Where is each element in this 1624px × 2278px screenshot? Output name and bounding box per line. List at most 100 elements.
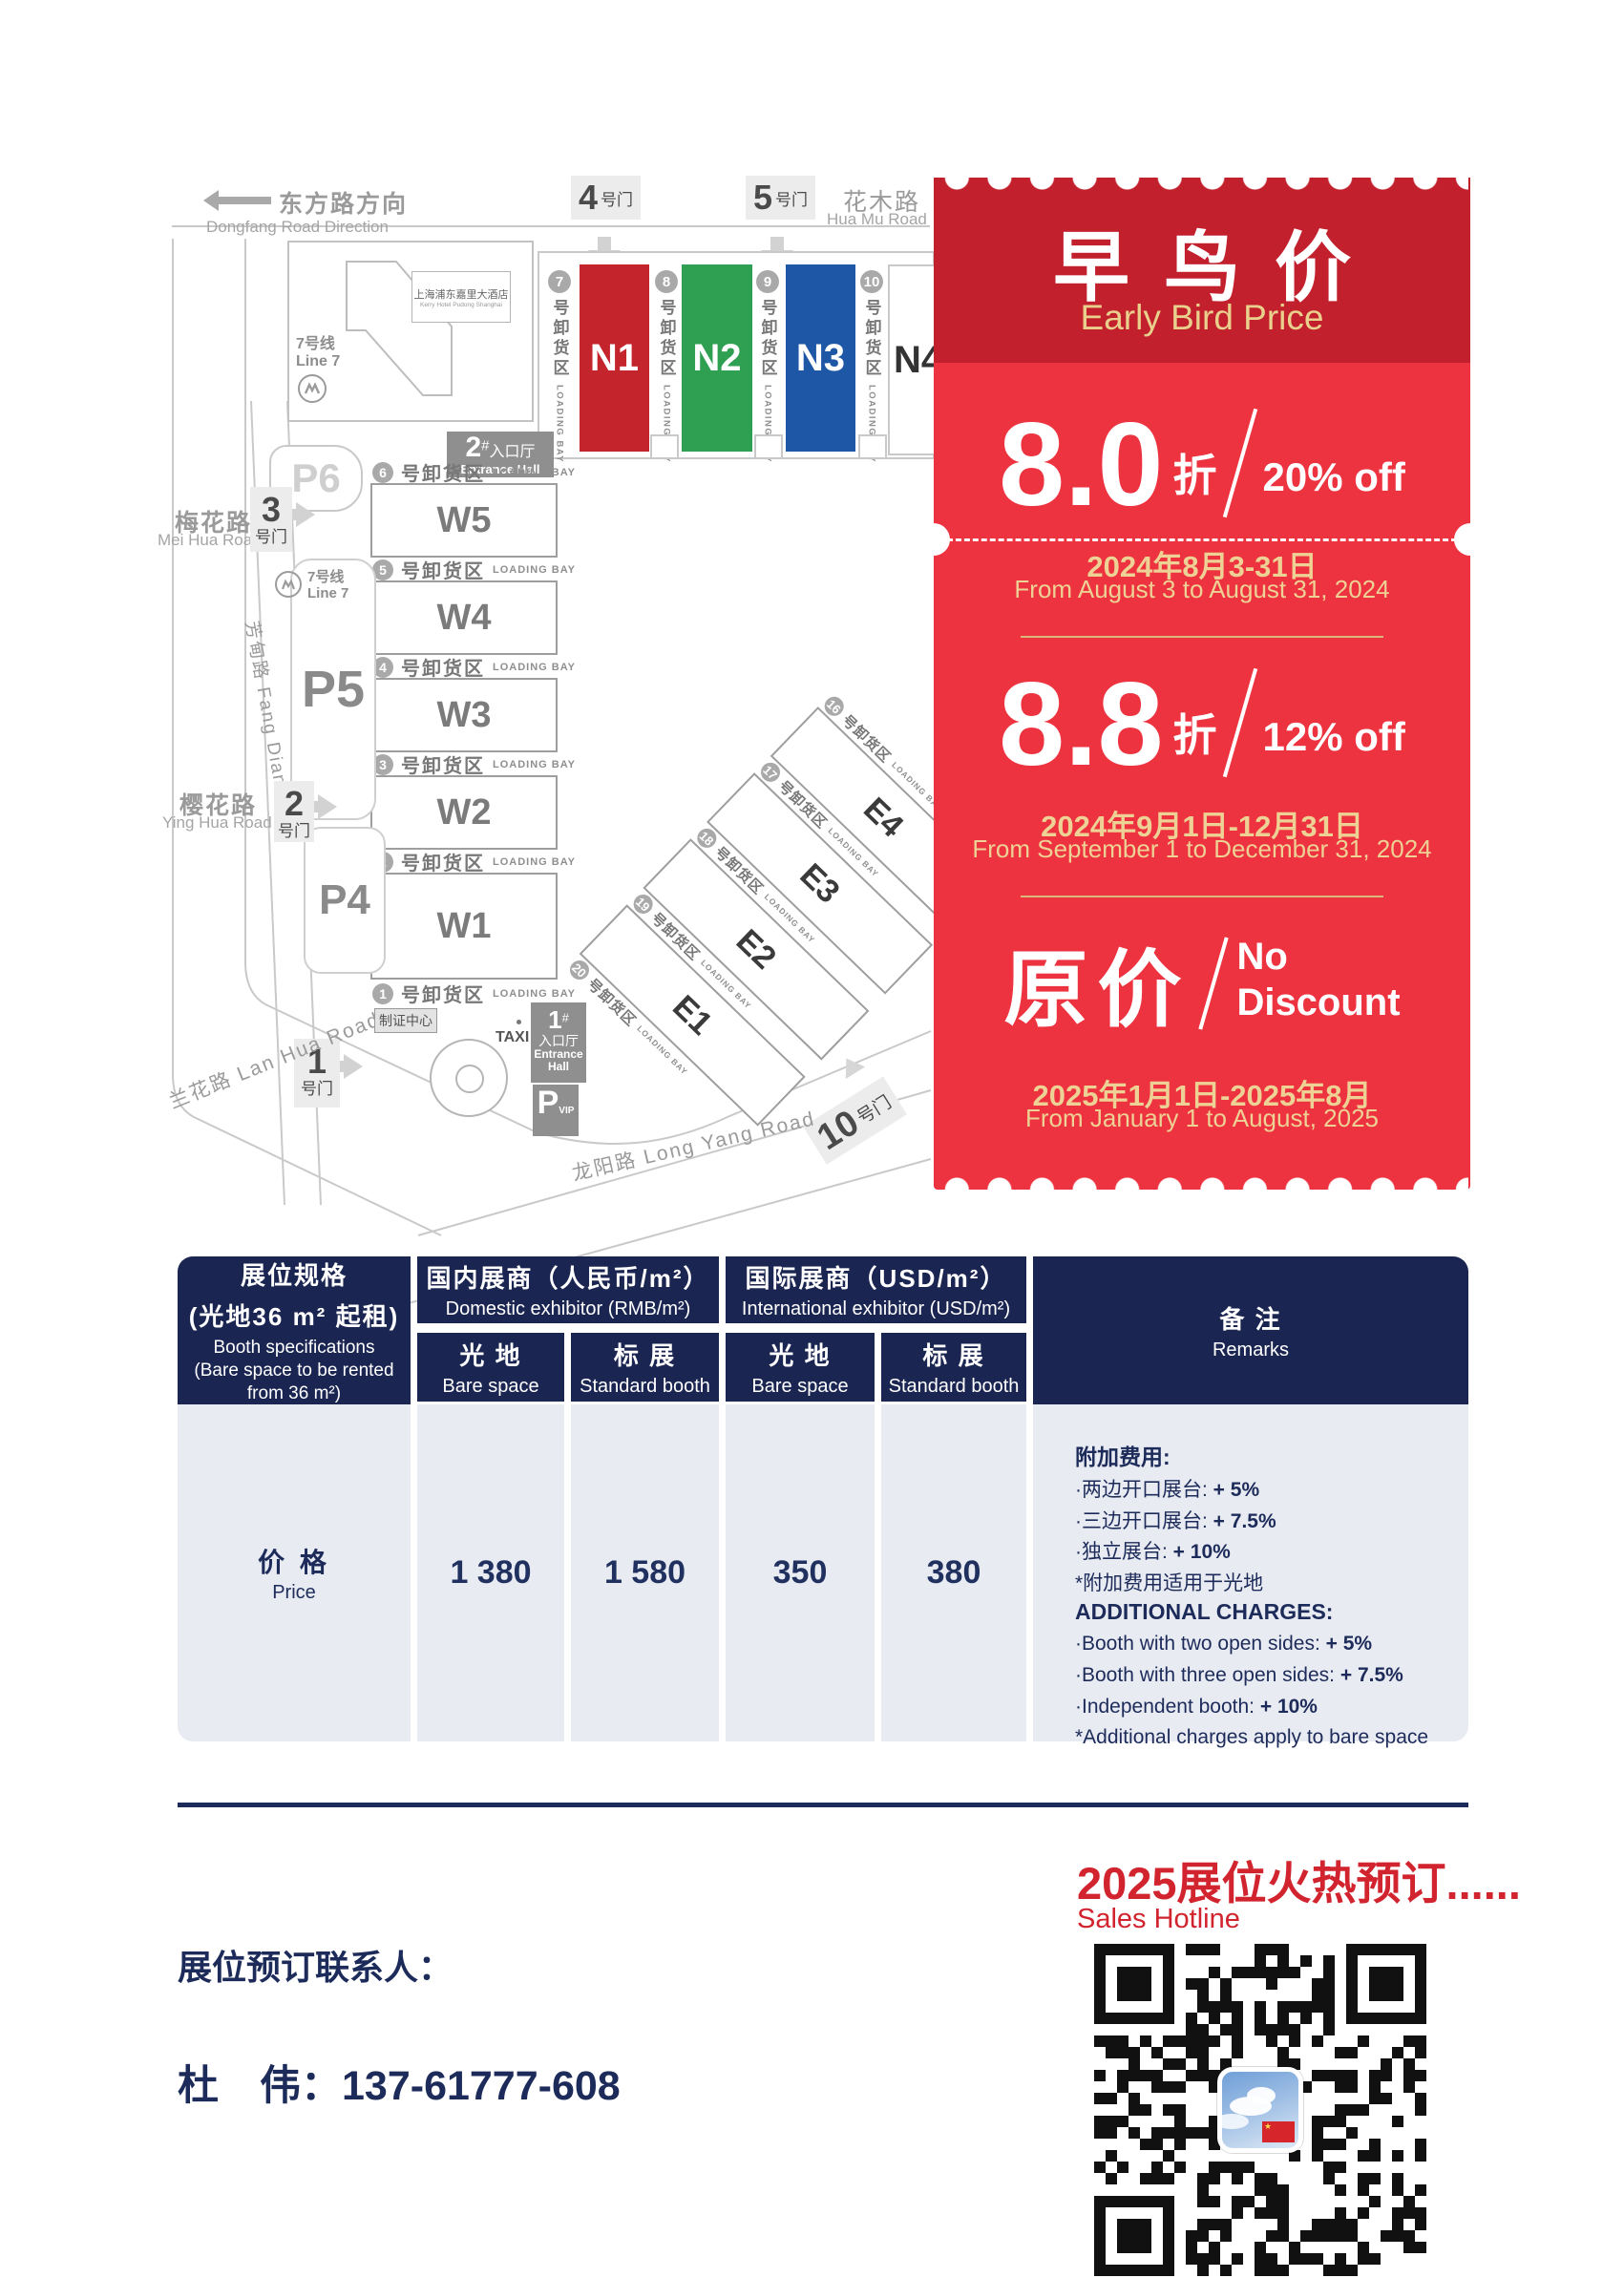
loading-bay-9: 9 号卸货区 LOADING BAY (755, 270, 780, 463)
loading-bay-8: 8 号卸货区 LOADING BAY (654, 270, 679, 463)
domestic-group-header: 国内展商（人民币/m²） Domestic exhibitor (RMB/m²) (417, 1256, 719, 1323)
parking-p4: P4 (304, 827, 386, 974)
loading-bay-2: 2 号卸货区 LOADING BAY (372, 848, 576, 875)
remarks-cn-list: ·两边开口展台: + 5% ·三边开口展台: + 7.5% ·独立展台: + 10%… (1075, 1479, 1276, 1594)
hall-w5: W5 (370, 483, 558, 558)
remarks-header: 备 注 Remarks (1033, 1256, 1468, 1405)
wechat-qr-code: ★ (1094, 1944, 1426, 2276)
loading-bay-5: 5 号卸货区 LOADING BAY (372, 556, 576, 583)
slash-icon (1198, 937, 1230, 1030)
tier-2-date-cn: 2024年9月1日-12月31日 (1041, 810, 1363, 843)
metro-line7-text: 7号线 Line 7 (307, 569, 349, 602)
ticket-scallops-bottom (936, 1175, 1468, 1204)
slash-icon (1222, 667, 1257, 778)
hotline-title: 2025展位火热预订...... (1077, 1858, 1521, 1909)
hall-w3: W3 (370, 678, 558, 752)
hall-connector (754, 434, 783, 459)
loading-bay-3: 3 号卸货区 LOADING BAY (372, 750, 576, 778)
price-row-label: 价 格 Price (178, 1404, 411, 1742)
hall-n1: N1 (580, 264, 649, 452)
ticket-header (934, 178, 1470, 363)
tier-3-rate: 原价 No Discount (1003, 936, 1401, 1037)
tier-1-date-en: From August 3 to August 31, 2024 (1014, 575, 1390, 603)
huamu-road-en: Hua Mu Road (827, 210, 927, 228)
remarks-en-list: ·Booth with two open sides: + 5% ·Booth w… (1075, 1633, 1429, 1749)
price-domestic-standard: 1 580 (571, 1404, 719, 1742)
international-bare-header: 光 地 Bare space (726, 1333, 875, 1403)
cert-center-badge: 制证中心 (374, 1008, 437, 1033)
entrance-hall-2-badge: 2#入口厅 Entrance Hall (447, 432, 554, 477)
hotel-block (287, 241, 534, 422)
price-domestic-bare: 1 380 (417, 1404, 564, 1742)
parking-p5: P5 (290, 559, 376, 820)
gate-4: 4 号门 (571, 176, 642, 220)
international-standard-header: 标 展 Standard booth (881, 1333, 1026, 1403)
header-gap (417, 1326, 1026, 1331)
ticket-scallops-top (936, 163, 1468, 192)
price-table: 展位规格 (光地36 m² 起租) Booth specifications (… (178, 1256, 1468, 1748)
metro-logo-icon (298, 374, 327, 403)
remarks-cell: 附加费用: ·两边开口展台: + 5% ·三边开口展台: + 7.5% ·独立展台:… (1033, 1404, 1468, 1748)
contact-label: 展位预订联系人： (178, 1948, 453, 1987)
gate-2-arrow-icon (314, 794, 349, 819)
hotline-subtitle: Sales Hotline (1077, 1904, 1240, 1934)
gate-1-arrow-icon (340, 1054, 375, 1079)
hall-w2: W2 (370, 775, 558, 850)
international-group-header: 国际展商（USD/m²） International exhibitor (US… (726, 1256, 1026, 1323)
contact-phone: 杜 伟：137-61777-608 (178, 2063, 621, 2109)
domestic-standard-header: 标 展 Standard booth (571, 1333, 719, 1403)
dongfang-road-cn: 东方路方向 (279, 191, 409, 218)
meihua-road-en: Mei Hua Road (158, 531, 262, 549)
hotel-label: 上海浦东嘉里大酒店 Kerry Hotel Pudong Shanghai (411, 271, 511, 323)
tier-2-date-en: From September 1 to December 31, 2024 (972, 834, 1432, 863)
loading-bay-4: 4 号卸货区 LOADING BAY (372, 653, 576, 681)
tier-separator (1021, 896, 1383, 897)
domestic-bare-header: 光 地 Bare space (417, 1333, 564, 1403)
taxi-label: TAXI (496, 1020, 530, 1045)
loading-bay-10: 10 号卸货区 LOADING BAY (859, 270, 884, 463)
metro-line7-text: 7号线 Line 7 (296, 336, 341, 370)
loading-bay-1: 1 号卸货区 LOADING BAY (372, 980, 576, 1007)
tier-1-rate: 8.0 折 20% off (999, 399, 1405, 532)
early-bird-ticket: 早鸟价 Early Bird Price 8.0 折 20% off 2024年… (917, 163, 1487, 1204)
loading-bay-7: 7 号卸货区 LOADING BAY (547, 270, 572, 463)
gate-2: 2 号门 (274, 781, 314, 842)
qr-center-icon: ★ (1217, 2067, 1303, 2153)
yinghua-road-cn: 樱花路 (179, 792, 258, 819)
ticket-notch-right (1454, 523, 1487, 556)
hall-n2: N2 (682, 264, 752, 452)
vip-parking-badge: PVIP (533, 1085, 579, 1136)
price-international-bare: 350 (726, 1404, 875, 1742)
gate-1: 1 号门 (294, 1039, 340, 1107)
dongfang-road-en: Dongfang Road Direction (206, 218, 389, 236)
hall-connector (858, 434, 887, 459)
gate-5: 5 号门 (746, 176, 816, 220)
hotel-shape (346, 261, 453, 396)
west-arrow-icon (203, 190, 271, 211)
hall-n3: N3 (786, 264, 855, 452)
metro-logo-icon (275, 571, 302, 598)
gate-3-arrow-icon (292, 502, 327, 527)
hall-connector (650, 434, 679, 459)
ticket-tear-line (947, 538, 1457, 541)
tier-3-date-cn: 2025年1月1日-2025年8月 (1032, 1079, 1372, 1112)
footer-divider (178, 1803, 1468, 1807)
price-international-standard: 380 (881, 1404, 1026, 1742)
ticket-title-cn: 早鸟价 (1053, 225, 1385, 310)
parking-p6: P6 (269, 445, 363, 512)
tier-3-date-en: From January 1 to August, 2025 (1025, 1104, 1379, 1132)
tier-separator (1021, 636, 1383, 638)
ticket-title-en: Early Bird Price (1080, 298, 1324, 337)
hall-w1: W1 (370, 873, 558, 980)
meihua-road-cn: 梅花路 (175, 510, 253, 537)
slash-icon (1222, 408, 1257, 518)
tier-2-rate: 8.8 折 12% off (999, 659, 1405, 791)
tier-1-date-cn: 2024年8月3-31日 (1086, 550, 1318, 583)
yinghua-road-en: Ying Hua Road (162, 813, 272, 832)
entrance-hall-1-badge: 1# 入口厅 Entrance Hall (531, 1002, 586, 1083)
roundabout-center (455, 1065, 484, 1093)
huamu-road-cn: 花木路 (843, 189, 921, 216)
col-spec-header: 展位规格 (光地36 m² 起租) Booth specifications (… (178, 1256, 411, 1405)
gate-3: 3 号门 (250, 487, 292, 552)
